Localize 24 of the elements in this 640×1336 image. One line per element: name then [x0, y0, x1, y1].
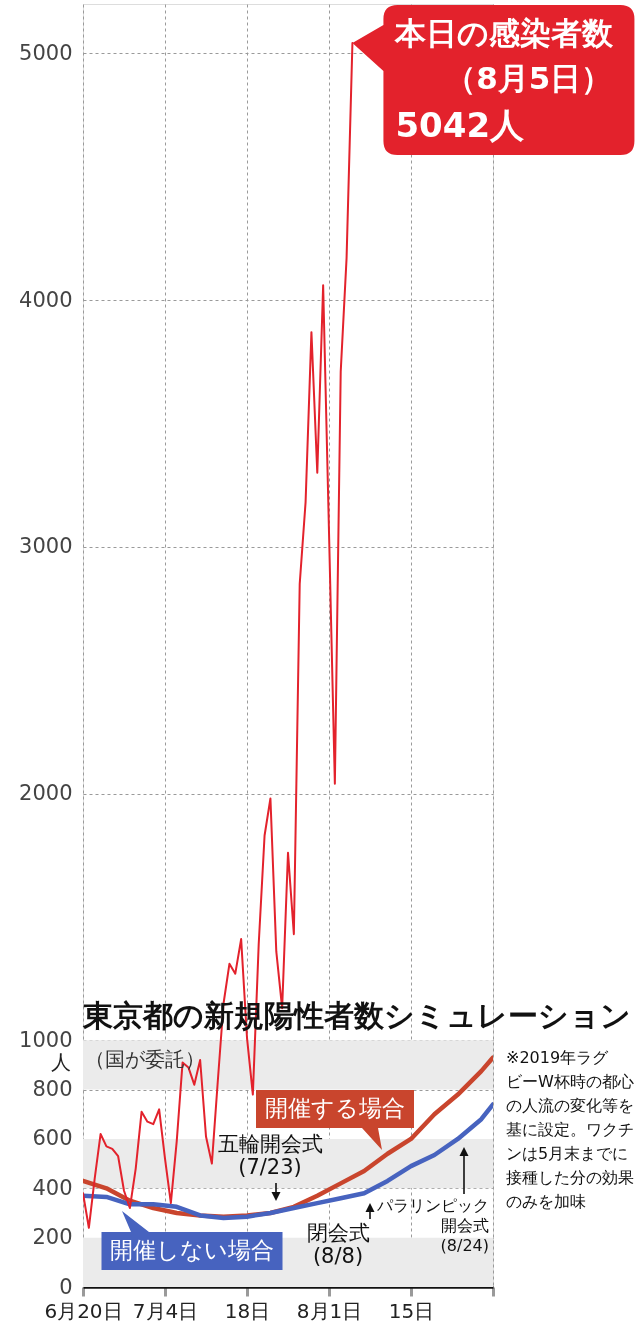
annotation: 閉会式(8/8) — [306, 1221, 370, 1268]
annotation: 本日の感染者数（8月5日）5042人 — [394, 15, 615, 145]
y-tick-label: 200 — [32, 1225, 73, 1250]
y-tick-label: 0 — [59, 1274, 73, 1299]
y-tick-label: 4000 — [19, 287, 73, 312]
text: （国が委託） — [85, 1047, 205, 1071]
x-tick-label: 15日 — [388, 1298, 435, 1323]
annotation: パラリンピック開会式(8/24) — [376, 1196, 489, 1255]
annotation: 五輪開会式(7/23) — [217, 1132, 323, 1179]
series-label: 開催する場合 — [265, 1095, 405, 1121]
y-axis-title: 人 — [51, 1050, 71, 1075]
y-tick-label: 600 — [32, 1126, 73, 1151]
x-tick-label: 6月20日 — [44, 1298, 123, 1323]
x-tick-label: 7月4日 — [132, 1298, 199, 1323]
y-tick-label: 1000 — [19, 1027, 73, 1052]
y-tick-label: 2000 — [19, 781, 73, 806]
text: ※2019年ラグビーW杯時の都心の人流の変化等を基に設定。ワクチンは5月末までに接種した分の効果のみを加味 — [506, 1048, 634, 1211]
y-tick-label: 5000 — [19, 40, 73, 65]
x-tick-label: 18日 — [224, 1298, 271, 1323]
x-tick-label: 8月1日 — [296, 1298, 363, 1323]
y-tick-label: 400 — [32, 1175, 73, 1200]
series-label: 開催しない場合 — [110, 1237, 274, 1263]
y-tick-label: 3000 — [19, 534, 73, 559]
y-tick-label: 800 — [32, 1077, 73, 1102]
